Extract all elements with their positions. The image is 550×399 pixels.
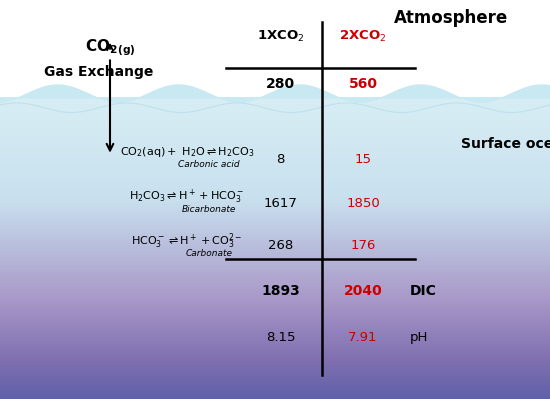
Text: Gas Exchange: Gas Exchange (44, 65, 153, 79)
Text: Carbonate: Carbonate (185, 249, 233, 258)
Text: 7.91: 7.91 (348, 331, 378, 344)
Text: DIC: DIC (410, 284, 437, 298)
Text: $\mathrm{HCO_3^- \rightleftharpoons H^++CO_3^{2-}}$: $\mathrm{HCO_3^- \rightleftharpoons H^++… (131, 231, 243, 251)
Text: Atmosphere: Atmosphere (394, 9, 508, 27)
Text: 176: 176 (350, 239, 376, 252)
Text: 268: 268 (268, 239, 293, 252)
Text: Surface ocean: Surface ocean (461, 136, 550, 151)
Text: 560: 560 (349, 77, 377, 91)
Text: $\mathbf{CO_2}$$\mathbf{_{(g)}}$: $\mathbf{CO_2}$$\mathbf{_{(g)}}$ (85, 38, 135, 58)
Text: 2XCO$_2$: 2XCO$_2$ (339, 29, 387, 44)
Text: 1850: 1850 (346, 197, 380, 210)
Text: 8: 8 (276, 153, 285, 166)
Text: 8.15: 8.15 (266, 331, 295, 344)
Text: Carbonic acid: Carbonic acid (178, 160, 240, 169)
Text: 2040: 2040 (344, 284, 382, 298)
Text: 1617: 1617 (263, 197, 298, 210)
Text: 15: 15 (355, 153, 371, 166)
Text: Bicarbonate: Bicarbonate (182, 205, 236, 214)
Text: $\mathrm{CO_2(aq)+\ H_2O \rightleftharpoons H_2CO_3}$: $\mathrm{CO_2(aq)+\ H_2O \rightleftharpo… (120, 144, 254, 159)
Text: 280: 280 (266, 77, 295, 91)
Text: $\mathrm{H_2CO_3 \rightleftharpoons H^++HCO_3^-}$: $\mathrm{H_2CO_3 \rightleftharpoons H^++… (129, 188, 245, 206)
Text: 1893: 1893 (261, 284, 300, 298)
Text: pH: pH (410, 331, 428, 344)
Text: 1XCO$_2$: 1XCO$_2$ (257, 29, 304, 44)
